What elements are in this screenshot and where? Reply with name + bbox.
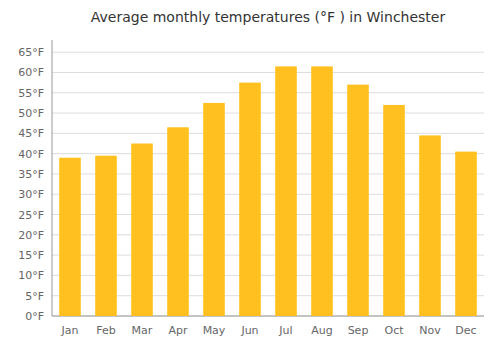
chart-container: Average monthly temperatures (°F ) in Wi… [0, 0, 500, 350]
bar [455, 152, 477, 316]
y-tick-label: 55°F [18, 87, 44, 100]
y-axis-line [52, 40, 53, 316]
bar [167, 127, 189, 316]
x-tick-label: May [203, 324, 226, 337]
bar [203, 103, 225, 316]
bars [59, 66, 477, 316]
grid-line [52, 113, 484, 114]
grid-line [52, 133, 484, 134]
chart: Average monthly temperatures (°F ) in Wi… [0, 0, 500, 350]
y-tick-label: 50°F [18, 107, 44, 120]
x-tick-label: Feb [96, 324, 115, 337]
x-tick-label: Nov [419, 324, 441, 337]
title: Average monthly temperatures (°F ) in Wi… [91, 9, 446, 25]
bar [347, 85, 369, 316]
y-tick-label: 25°F [18, 209, 44, 222]
x-tick-label: Jun [240, 324, 258, 337]
y-tick-label: 0°F [25, 310, 44, 323]
grid-line [52, 92, 484, 93]
grid-line [52, 72, 484, 73]
bar [239, 83, 261, 316]
bar [383, 105, 405, 316]
y-tick-label: 20°F [18, 229, 44, 242]
bar [419, 135, 441, 316]
bar [95, 156, 117, 316]
y-tick-label: 45°F [18, 127, 44, 140]
y-tick-label: 5°F [25, 290, 44, 303]
y-tick-label: 35°F [18, 168, 44, 181]
y-ticks: 0°F 5°F 10°F 15°F 20°F 25°F 30°F 35°F 40°F 45°F 50… [18, 46, 44, 323]
y-tick-label: 10°F [18, 269, 44, 282]
x-tick-label: Mar [132, 324, 153, 337]
x-tick-label: Dec [455, 324, 476, 337]
grid-line [52, 52, 484, 53]
x-ticks: Jan Feb Mar Apr May Jun Jul Aug Sep Oct Nov Dec [61, 324, 477, 337]
bar [59, 158, 81, 316]
x-tick-label: Sep [348, 324, 369, 337]
y-tick-label: 60°F [18, 66, 44, 79]
y-tick-label: 40°F [18, 148, 44, 161]
bar [275, 66, 297, 316]
x-tick-label: Jul [278, 324, 292, 337]
x-tick-label: Apr [168, 324, 188, 337]
bar [311, 66, 333, 316]
bar [131, 144, 153, 317]
y-tick-label: 30°F [18, 188, 44, 201]
y-tick-label: 65°F [18, 46, 44, 59]
x-tick-label: Jan [61, 324, 79, 337]
y-tick-label: 15°F [18, 249, 44, 262]
grid [52, 52, 484, 316]
x-tick-label: Oct [384, 324, 404, 337]
x-tick-label: Aug [311, 324, 332, 337]
